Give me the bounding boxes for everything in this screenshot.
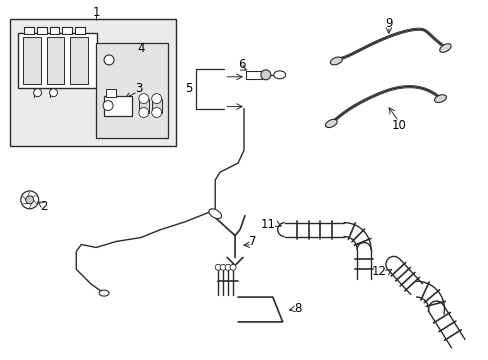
Circle shape <box>104 55 114 65</box>
Ellipse shape <box>439 44 450 52</box>
Circle shape <box>139 94 148 104</box>
Text: 2: 2 <box>40 200 47 213</box>
Text: 12: 12 <box>371 265 386 278</box>
Bar <box>49 27 60 34</box>
Bar <box>96 43 167 138</box>
Circle shape <box>151 94 162 104</box>
Bar <box>139 99 148 113</box>
Bar <box>245 71 262 79</box>
Circle shape <box>215 264 221 270</box>
Circle shape <box>103 100 113 111</box>
Bar <box>151 99 162 113</box>
Ellipse shape <box>208 209 221 219</box>
Text: 1: 1 <box>92 6 100 19</box>
Ellipse shape <box>325 119 337 127</box>
Bar <box>46 37 64 84</box>
Bar <box>75 27 85 34</box>
Bar <box>22 37 41 84</box>
Text: 6: 6 <box>238 58 245 71</box>
Circle shape <box>224 264 231 270</box>
Ellipse shape <box>273 71 285 79</box>
Circle shape <box>220 264 225 270</box>
Circle shape <box>260 70 270 80</box>
Circle shape <box>34 89 41 96</box>
Circle shape <box>151 108 162 117</box>
Bar <box>62 27 72 34</box>
Bar <box>106 89 116 96</box>
Text: 4: 4 <box>137 41 144 54</box>
Text: 11: 11 <box>260 218 275 231</box>
Text: 7: 7 <box>249 235 256 248</box>
Circle shape <box>49 89 57 96</box>
Ellipse shape <box>99 290 109 296</box>
Text: 10: 10 <box>390 119 406 132</box>
Circle shape <box>230 264 236 270</box>
Text: 9: 9 <box>385 17 392 30</box>
Circle shape <box>139 108 148 117</box>
Bar <box>104 96 132 116</box>
Ellipse shape <box>434 95 446 103</box>
Ellipse shape <box>329 57 342 65</box>
Text: 3: 3 <box>135 82 142 95</box>
Text: 5: 5 <box>184 82 192 95</box>
Circle shape <box>20 191 39 209</box>
Bar <box>10 19 175 146</box>
Bar <box>24 27 34 34</box>
Text: 8: 8 <box>293 302 301 315</box>
Bar <box>70 37 88 84</box>
Bar <box>37 27 46 34</box>
Circle shape <box>26 196 34 204</box>
Bar <box>18 33 97 88</box>
